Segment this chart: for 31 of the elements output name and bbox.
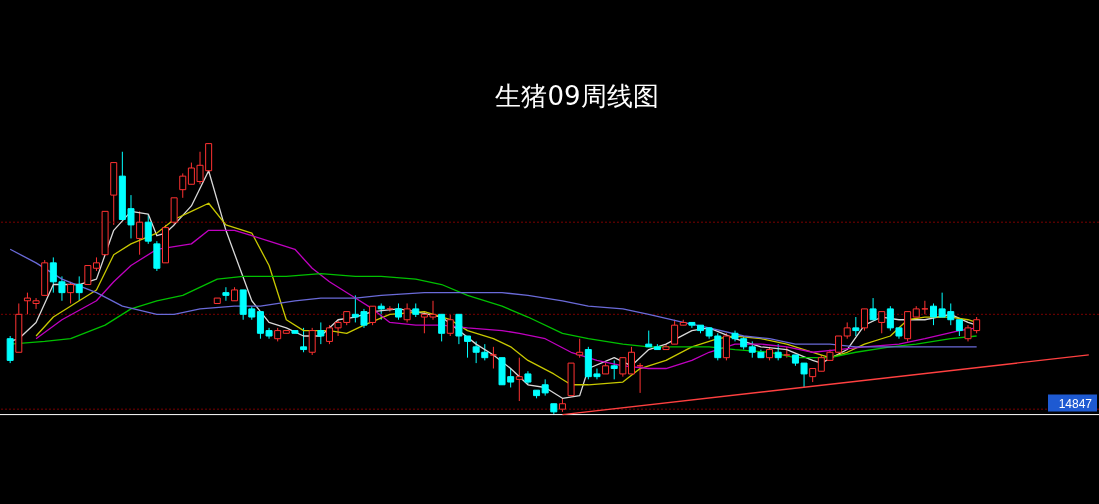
candlestick [860,308,868,332]
candlestick [67,281,75,304]
candlestick [627,346,635,375]
candlestick [386,305,394,313]
candlestick [317,321,325,345]
candlestick [75,275,83,302]
candlestick [144,213,152,245]
candlestick [6,335,14,364]
chart-title: 生猪09周线图 [495,81,659,111]
candlestick [619,357,627,378]
candlestick [300,327,308,353]
candlestick [878,311,886,334]
annotation: 14847 [1058,396,1093,411]
candlestick [438,313,446,342]
candlestick [515,357,523,402]
candlestick [671,319,679,345]
candlestick [610,359,618,380]
candlestick [722,332,730,361]
candlestick [136,210,144,256]
candlestick [369,305,377,326]
candlestick [308,327,316,356]
candlestick [869,297,877,321]
candlestick [852,316,860,337]
candlestick [84,265,92,286]
candlestick [446,313,454,337]
candlestick [576,338,584,359]
candlestick [403,302,411,323]
candlestick [222,286,230,302]
candlestick [921,300,929,315]
candlestick [489,346,497,370]
candlestick [179,172,187,199]
